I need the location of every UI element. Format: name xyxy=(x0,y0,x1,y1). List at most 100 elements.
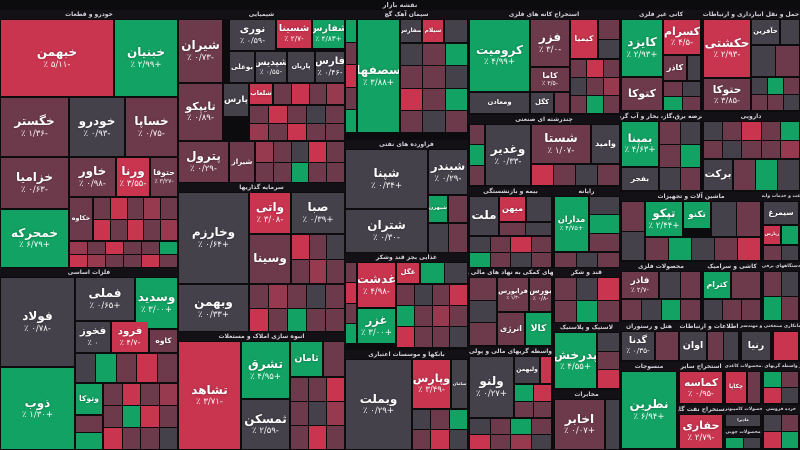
stock-tile[interactable]: سامان xyxy=(452,360,467,408)
stock-tile[interactable] xyxy=(432,327,450,347)
stock-tile[interactable] xyxy=(752,46,775,76)
stock-tile[interactable] xyxy=(291,378,308,401)
stock-tile[interactable]: بمپنا ٪ ۴/۶۳+ xyxy=(622,122,658,166)
stock-tile[interactable] xyxy=(778,160,799,190)
stock-tile[interactable] xyxy=(603,96,619,113)
stock-tile[interactable]: انرژی xyxy=(498,313,524,345)
stock-tile[interactable] xyxy=(764,432,781,448)
stock-tile[interactable] xyxy=(423,44,445,66)
stock-tile[interactable]: فملی ٪ ۰/۶۵+ xyxy=(76,278,134,320)
stock-tile[interactable] xyxy=(346,65,356,87)
stock-tile[interactable] xyxy=(526,223,551,235)
stock-tile[interactable]: کگل xyxy=(531,93,553,113)
stock-tile[interactable] xyxy=(326,123,344,140)
stock-tile[interactable]: ذوب ٪ ۱/۳۰+ xyxy=(1,368,74,449)
stock-tile[interactable]: حتوکا ٪ ۳/۸۵- xyxy=(704,79,750,110)
stock-tile[interactable]: شیران ٪ ۰/۷۳- xyxy=(179,20,222,82)
stock-tile[interactable] xyxy=(414,306,432,326)
stock-tile[interactable] xyxy=(309,402,326,425)
stock-tile[interactable] xyxy=(431,430,449,449)
stock-tile[interactable] xyxy=(606,400,619,449)
stock-tile[interactable]: ورنا ٪ ۳/۵۵- xyxy=(117,158,149,196)
stock-tile[interactable] xyxy=(515,401,533,417)
stock-tile[interactable] xyxy=(723,122,742,140)
stock-tile[interactable]: بوعلی xyxy=(230,52,254,82)
stock-tile[interactable] xyxy=(742,300,760,320)
stock-tile[interactable] xyxy=(781,372,798,387)
stock-tile[interactable] xyxy=(291,142,309,162)
stock-tile[interactable] xyxy=(346,42,356,65)
stock-tile[interactable] xyxy=(160,242,177,254)
stock-tile[interactable] xyxy=(764,246,781,260)
stock-tile[interactable]: تایپکو ٪ ۰/۸۹- xyxy=(179,84,222,140)
stock-tile[interactable]: شپنا ٪ ۰/۳۴+ xyxy=(346,150,427,208)
stock-tile[interactable] xyxy=(70,255,87,267)
stock-tile[interactable]: شبندر ٪ ۰/۲۹- xyxy=(429,150,467,194)
stock-tile[interactable] xyxy=(76,416,102,432)
stock-tile[interactable] xyxy=(327,259,344,283)
stock-tile[interactable] xyxy=(309,162,327,182)
stock-tile[interactable] xyxy=(94,198,110,219)
stock-tile[interactable] xyxy=(723,332,738,360)
stock-tile[interactable] xyxy=(288,106,306,123)
stock-tile[interactable] xyxy=(423,88,445,110)
stock-tile[interactable] xyxy=(531,434,551,449)
stock-tile[interactable] xyxy=(541,357,551,383)
stock-tile[interactable] xyxy=(748,372,760,403)
stock-tile[interactable] xyxy=(531,252,551,267)
stock-tile[interactable] xyxy=(141,384,159,405)
stock-tile[interactable] xyxy=(598,333,619,351)
stock-tile[interactable] xyxy=(470,323,496,345)
stock-tile[interactable]: برکت xyxy=(704,160,732,190)
stock-tile[interactable] xyxy=(307,106,325,123)
stock-tile[interactable] xyxy=(470,125,484,145)
stock-tile[interactable] xyxy=(326,106,344,123)
stock-tile[interactable]: ولنو ٪ ۰/۲۷+ xyxy=(470,357,513,417)
stock-tile[interactable] xyxy=(515,385,533,401)
stock-tile[interactable] xyxy=(448,224,467,252)
stock-tile[interactable] xyxy=(159,428,177,449)
stock-tile[interactable] xyxy=(346,263,356,283)
stock-tile[interactable] xyxy=(646,238,668,260)
stock-tile[interactable] xyxy=(682,82,700,96)
stock-tile[interactable] xyxy=(327,235,344,259)
stock-tile[interactable] xyxy=(122,384,140,405)
stock-tile[interactable] xyxy=(160,255,177,267)
stock-tile[interactable] xyxy=(309,426,326,449)
stock-tile[interactable]: ومعادن xyxy=(470,93,529,113)
stock-tile[interactable] xyxy=(470,237,490,252)
stock-tile[interactable]: میهن xyxy=(500,197,525,221)
stock-tile[interactable] xyxy=(401,66,423,88)
stock-tile[interactable] xyxy=(571,78,587,95)
stock-tile[interactable] xyxy=(309,378,326,401)
stock-tile[interactable]: وسدید ٪ ۳/۰۰+ xyxy=(136,278,177,328)
stock-tile[interactable] xyxy=(250,285,268,308)
stock-tile[interactable] xyxy=(680,122,700,144)
stock-tile[interactable] xyxy=(141,428,159,449)
stock-tile[interactable] xyxy=(576,300,598,322)
stock-tile[interactable] xyxy=(576,165,597,185)
stock-tile[interactable]: شلعاب xyxy=(250,84,272,104)
stock-tile[interactable] xyxy=(554,165,575,185)
stock-tile[interactable]: صبا ٪ ۰/۳۹+ xyxy=(292,193,344,233)
stock-tile[interactable] xyxy=(309,142,327,162)
stock-tile[interactable] xyxy=(127,198,144,219)
stock-tile[interactable]: وسینا xyxy=(250,235,290,283)
stock-tile[interactable] xyxy=(401,44,423,66)
stock-tile[interactable] xyxy=(704,122,723,140)
stock-tile[interactable] xyxy=(780,122,799,140)
stock-tile[interactable]: فزر ٪ ۳/۰- xyxy=(531,20,569,66)
stock-tile[interactable]: ثامان xyxy=(291,342,322,376)
stock-tile[interactable] xyxy=(413,410,431,429)
stock-tile[interactable]: نوری ٪ ۰/۵۹- xyxy=(230,20,275,50)
stock-tile[interactable] xyxy=(96,354,116,382)
stock-tile[interactable] xyxy=(571,96,587,113)
stock-tile[interactable] xyxy=(429,224,448,252)
stock-tile[interactable] xyxy=(250,106,268,123)
stock-tile[interactable] xyxy=(291,402,308,425)
stock-tile[interactable] xyxy=(680,145,700,167)
stock-tile[interactable] xyxy=(641,300,661,320)
stock-tile[interactable] xyxy=(576,253,598,267)
stock-tile[interactable] xyxy=(776,46,799,76)
stock-tile[interactable]: خزامیا ٪ ۰/۶۳- xyxy=(1,158,68,208)
